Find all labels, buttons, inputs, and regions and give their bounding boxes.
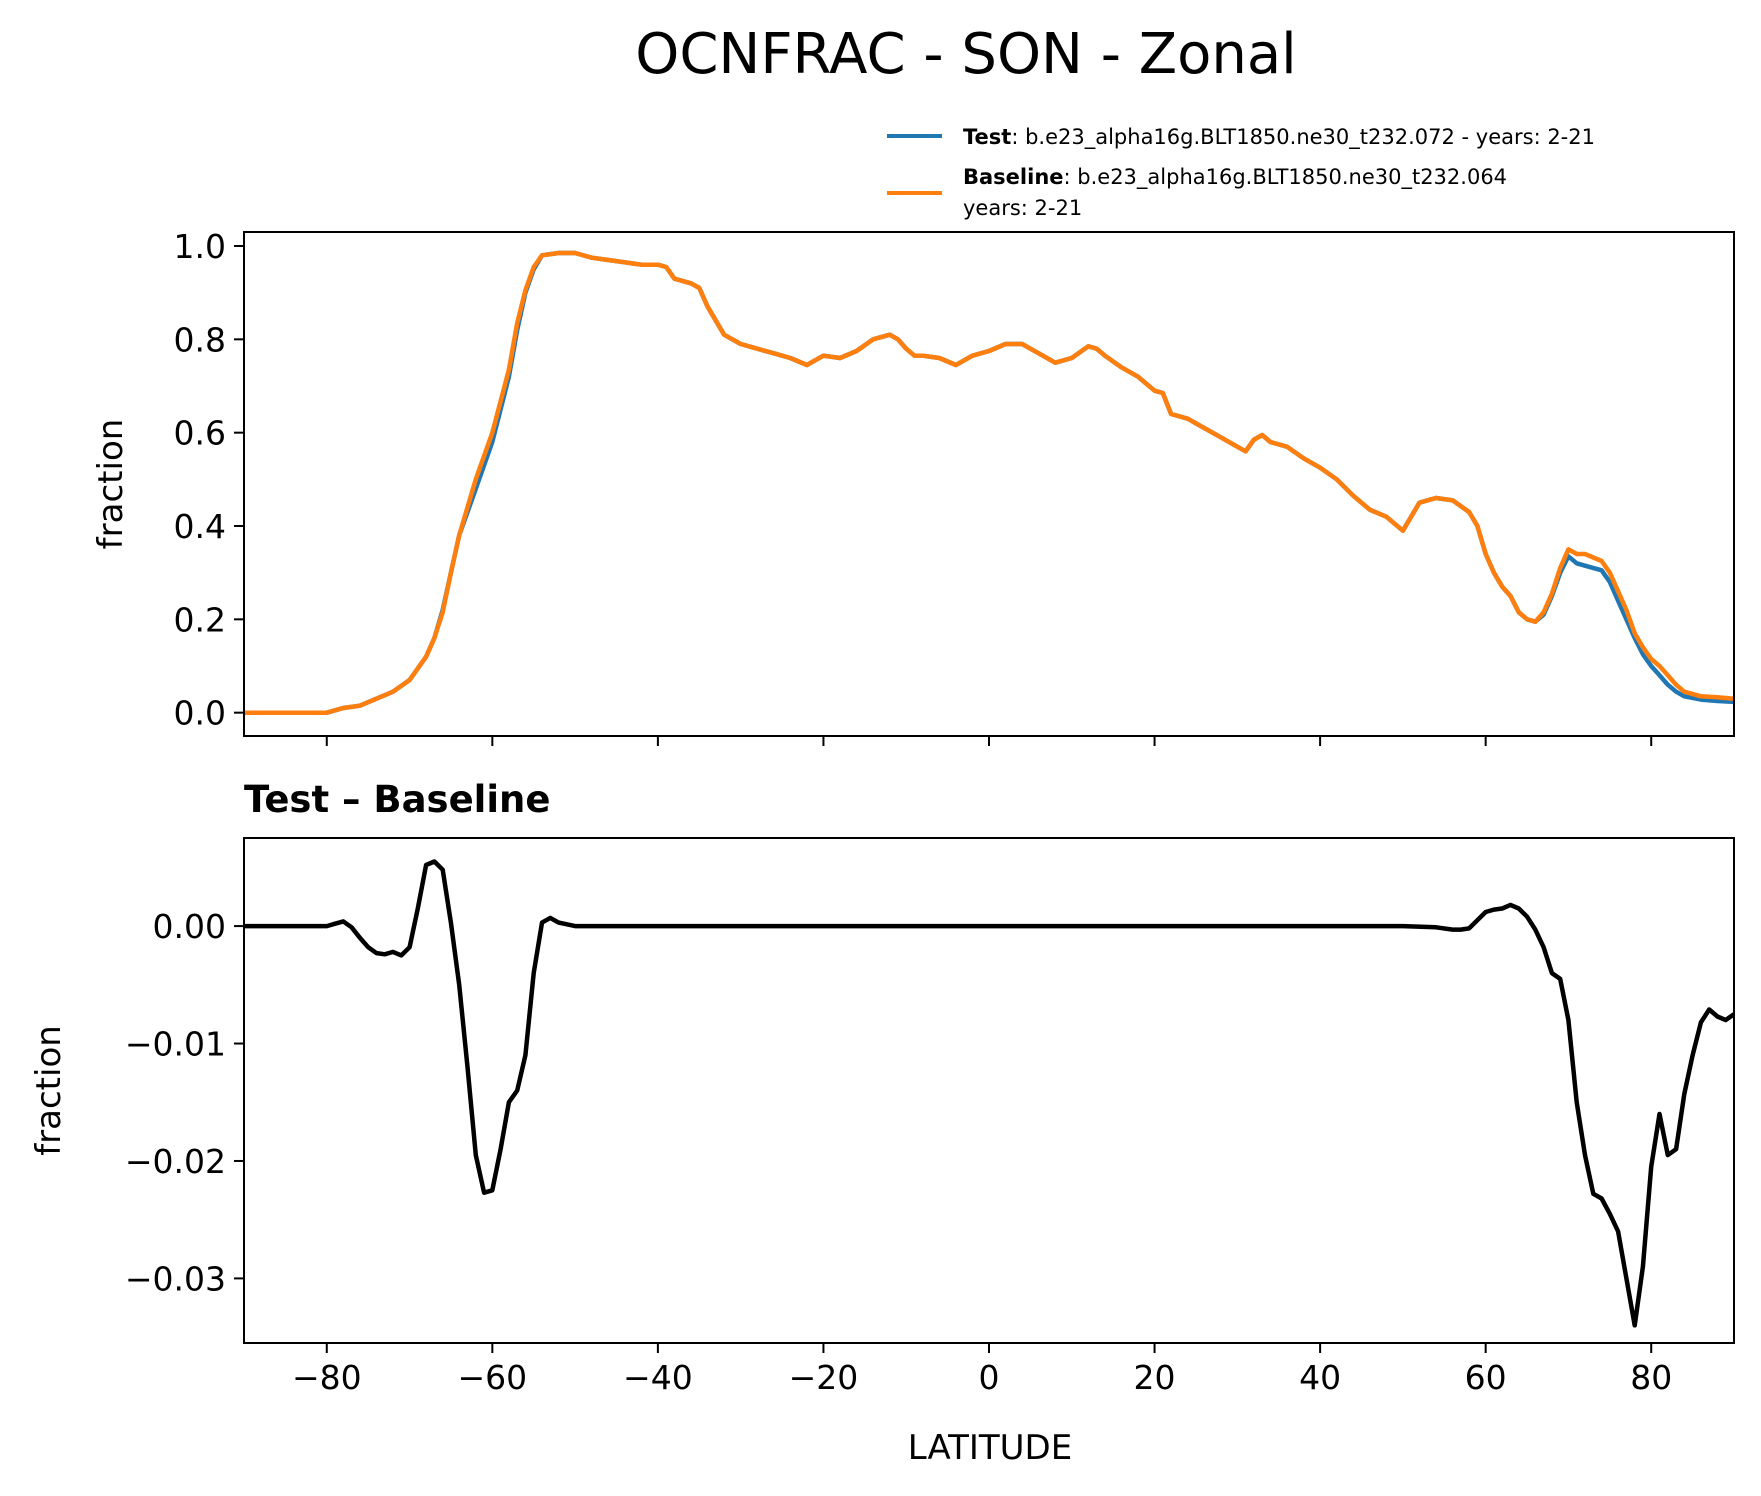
figure-title: OCNFRAC - SON - Zonal <box>635 22 1296 87</box>
legend-test-name: Test <box>963 125 1011 149</box>
top-y-ticks: 0.0 0.2 0.4 0.6 0.8 1.0 <box>174 227 244 733</box>
bottom-x-tick-label: 60 <box>1465 1358 1507 1397</box>
top-plot-lines <box>244 250 1734 715</box>
bottom-series-test-baseline <box>244 859 1734 1328</box>
bottom-x-ticks: −80 −60 −40 −20 0 20 40 60 80 <box>292 1343 1672 1397</box>
legend: Test: b.e23_alpha16g.BLT1850.ne30_t232.0… <box>887 125 1595 220</box>
bottom-panel: Test – Baseline 0.00−0.01−0.02−0.03 −80−… <box>29 778 1735 1468</box>
top-panel: 0.0 0.2 0.4 0.6 0.8 1.0 fraction <box>91 227 1735 746</box>
bottom-x-tick-label: −40 <box>623 1358 693 1397</box>
top-axes-frame <box>243 231 1735 737</box>
bottom-y-tick-label: 0.00 <box>153 907 226 946</box>
top-y-tick-label: 0.2 <box>174 600 226 639</box>
bottom-y-tick-label: −0.02 <box>125 1142 226 1181</box>
top-y-tick-label: 0.0 <box>174 694 226 733</box>
bottom-panel-title: Test – Baseline <box>244 778 550 821</box>
top-y-tick-label: 0.8 <box>174 320 226 359</box>
bottom-y-axis-label: fraction <box>29 1025 69 1156</box>
x-axis-label: LATITUDE <box>908 1428 1072 1468</box>
legend-baseline-description: : b.e23_alpha16g.BLT1850.ne30_t232.064 <box>1064 165 1508 190</box>
bottom-x-tick-label: 40 <box>1299 1358 1341 1397</box>
bottom-axes-frame <box>243 837 1735 1344</box>
top-y-tick-label: 0.6 <box>174 414 226 453</box>
bottom-x-tick-label: −80 <box>292 1358 362 1397</box>
legend-baseline-label: Baseline: b.e23_alpha16g.BLT1850.ne30_t2… <box>963 165 1507 190</box>
legend-baseline-years: years: 2-21 <box>963 196 1082 220</box>
top-y-tick-label: 1.0 <box>174 227 226 266</box>
legend-test-description: : b.e23_alpha16g.BLT1850.ne30_t232.072 -… <box>1011 125 1595 150</box>
top-y-axis-label: fraction <box>91 419 131 550</box>
legend-test-label: Test: b.e23_alpha16g.BLT1850.ne30_t232.0… <box>963 125 1595 150</box>
bottom-x-tick-label: −60 <box>458 1358 528 1397</box>
bottom-plot-lines <box>244 859 1734 1328</box>
bottom-y-tick-label: −0.01 <box>125 1025 226 1064</box>
bottom-x-tick-label: 20 <box>1134 1358 1176 1397</box>
top-series-baseline <box>244 250 1734 715</box>
bottom-y-ticks: 0.00 −0.01 −0.02 −0.03 <box>125 907 244 1298</box>
bottom-x-tick-label: 80 <box>1630 1358 1672 1397</box>
bottom-x-tick-label: 0 <box>979 1358 1000 1397</box>
legend-baseline-name: Baseline <box>963 165 1064 189</box>
bottom-x-tick-label: −20 <box>789 1358 859 1397</box>
top-y-tick-label: 0.4 <box>174 507 226 546</box>
top-x-ticks <box>325 736 1653 746</box>
bottom-y-tick-label: −0.03 <box>125 1259 226 1298</box>
